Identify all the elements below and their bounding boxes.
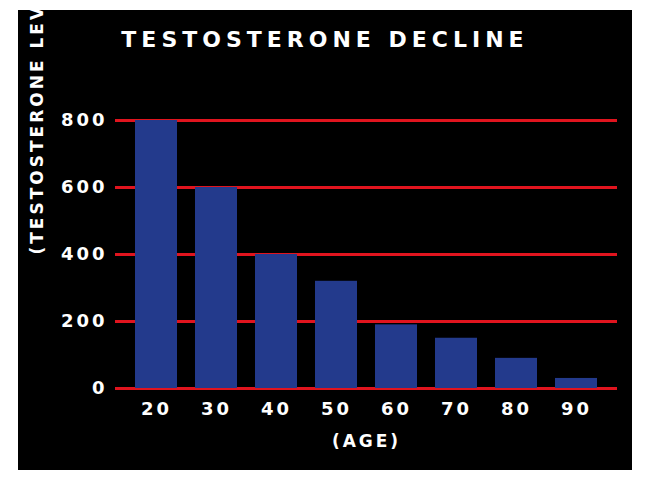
svg-text:30: 30 — [201, 398, 232, 419]
svg-text:60: 60 — [381, 398, 412, 419]
svg-text:50: 50 — [321, 398, 352, 419]
svg-text:200: 200 — [61, 310, 108, 331]
svg-text:(AGE): (AGE) — [332, 431, 401, 451]
svg-text:400: 400 — [61, 243, 108, 264]
svg-text:600: 600 — [61, 176, 108, 197]
svg-text:90: 90 — [561, 398, 592, 419]
svg-text:70: 70 — [441, 398, 472, 419]
svg-text:800: 800 — [61, 109, 108, 130]
svg-text:0: 0 — [92, 377, 108, 398]
svg-text:20: 20 — [141, 398, 172, 419]
html-text:TESTOSTERONE DECLINE: TESTOSTERONE DECLINE — [121, 27, 529, 52]
svg-text:(TESTOSTERONE LEVEL): (TESTOSTERONE LEVEL) — [27, 10, 47, 255]
svg-text:80: 80 — [501, 398, 532, 419]
svg-text:40: 40 — [261, 398, 292, 419]
